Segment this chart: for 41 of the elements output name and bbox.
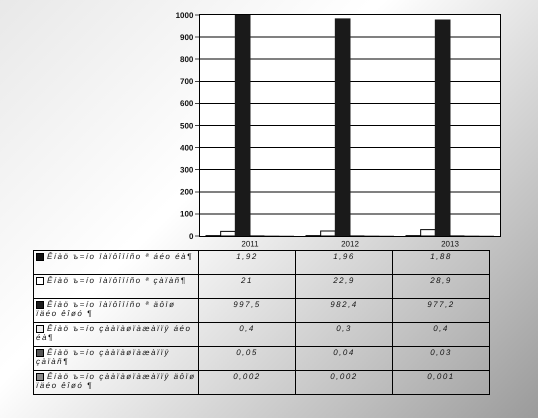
data-label: 28,9 xyxy=(392,274,490,298)
data-label: 982,4 xyxy=(296,298,392,322)
data-label: 21 xyxy=(198,274,296,298)
data-label: 1,96 xyxy=(296,250,392,274)
legend-label: Êíàö ъ=ío ïàïôîïíño ª çàïàñ¶ xyxy=(47,276,186,285)
y-tick-label: 100 xyxy=(180,210,194,219)
bar xyxy=(334,18,350,236)
y-tick-label: 0 xyxy=(188,232,194,241)
data-label: 0,4 xyxy=(198,322,296,346)
data-label: 977,2 xyxy=(392,298,490,322)
data-label: 0,3 xyxy=(296,322,392,346)
bar xyxy=(434,20,450,236)
y-tick-label: 300 xyxy=(180,166,194,174)
legend-label: Êíàö ъ=ío çààïàøïàæàïïÿ çàïàñ¶ xyxy=(36,348,170,366)
data-label: 1,88 xyxy=(392,250,490,274)
y-tick-label: 800 xyxy=(180,55,194,64)
data-label: 997,5 xyxy=(198,298,296,322)
data-label: 0,03 xyxy=(392,346,490,370)
x-tick-label: 2012 xyxy=(341,240,360,249)
data-label: 0,04 xyxy=(296,346,392,370)
data-label: 1,92 xyxy=(198,250,296,274)
data-label: 22,9 xyxy=(296,274,392,298)
legend-label: Êíàö ъ=ío çààïàøïàæàïïÿ áéo éà¶ xyxy=(36,324,192,342)
bar xyxy=(234,15,250,236)
y-tick-label: 900 xyxy=(180,32,194,42)
legend-label: Êíàö ъ=ío çààïàøïàæàïïÿ äôïø ïäéo êîøó ¶ xyxy=(36,372,196,390)
y-tick-label: 1000 xyxy=(176,10,194,20)
legend-label: Êíàö ъ=ío ïàïôîïíño ª äôïø ïäéo êîøó ¶ xyxy=(36,300,176,318)
legend-label: Êíàö ъ=ío ïàïôîïíño ª áéo éà¶ xyxy=(47,252,193,261)
y-tick-label: 400 xyxy=(180,143,194,152)
data-label: 0,002 xyxy=(198,370,296,394)
y-tick-label: 700 xyxy=(180,77,194,86)
y-tick-label: 200 xyxy=(180,188,194,197)
data-label: 0,001 xyxy=(392,370,490,394)
y-tick-label: 600 xyxy=(180,99,194,108)
x-tick-label: 2011 xyxy=(241,240,260,249)
y-tick-label: 500 xyxy=(180,121,194,130)
data-label: 0,002 xyxy=(296,370,392,394)
data-label: 0,4 xyxy=(392,322,490,346)
data-label: 0,05 xyxy=(198,346,296,370)
x-tick-label: 2013 xyxy=(441,240,460,249)
